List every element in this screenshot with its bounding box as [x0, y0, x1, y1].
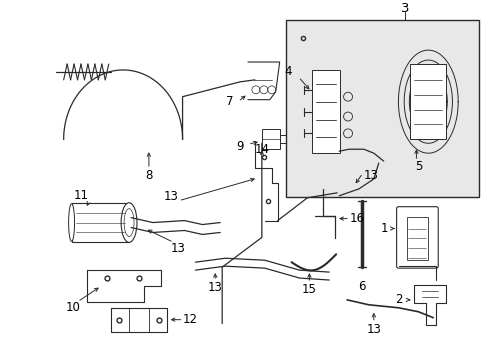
Text: 5: 5 [414, 159, 421, 172]
Text: 8: 8 [145, 170, 152, 183]
Text: 13: 13 [207, 282, 222, 294]
Text: 6: 6 [357, 280, 365, 293]
FancyBboxPatch shape [396, 207, 437, 268]
Text: 4: 4 [285, 66, 292, 78]
Text: 14: 14 [254, 143, 269, 156]
Text: 2: 2 [394, 293, 402, 306]
Text: 11: 11 [74, 189, 89, 202]
Text: 16: 16 [349, 212, 364, 225]
Text: 13: 13 [163, 190, 178, 203]
Bar [312, 70, 340, 153]
Bar [409, 64, 445, 139]
Text: 1: 1 [380, 222, 387, 235]
Bar [261, 129, 279, 149]
Text: 13: 13 [171, 242, 185, 255]
Text: 13: 13 [363, 170, 378, 183]
Text: 15: 15 [302, 283, 316, 296]
Text: 10: 10 [66, 301, 81, 314]
Text: 3: 3 [400, 2, 409, 15]
Bar [406, 217, 427, 260]
Ellipse shape [121, 203, 137, 242]
Text: 7: 7 [226, 95, 233, 108]
Text: 12: 12 [183, 313, 198, 326]
Text: 9: 9 [236, 140, 244, 153]
Bar [285, 21, 478, 197]
Ellipse shape [68, 204, 74, 242]
Text: 13: 13 [366, 323, 381, 336]
Bar [71, 203, 129, 242]
